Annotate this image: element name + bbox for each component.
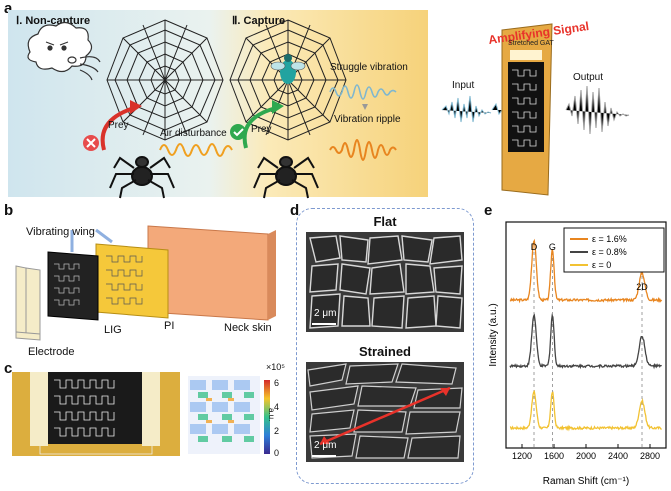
spider-icon-2 <box>253 156 319 199</box>
lig-label: LIG <box>104 324 122 336</box>
panel-b-label: b <box>4 202 14 219</box>
output-label: Output <box>573 72 604 83</box>
legend-label-2: ε = 0 <box>592 260 611 270</box>
panel-a-label: a <box>4 0 13 17</box>
spider-web-1 <box>106 19 224 141</box>
strain-simulation-map <box>188 376 260 454</box>
panel-a: a Ⅰ. Non-capture Ⅱ. Capture <box>0 0 671 200</box>
prey-label-1: Prey <box>108 120 129 131</box>
pi-label: PI <box>164 320 175 332</box>
input-label: Input <box>452 80 475 91</box>
colorbar-exponent: ×10⁵ <box>266 362 285 372</box>
struggle-vibration-wave <box>329 84 397 100</box>
raman-chart: 1200 1600 2000 2400 2800 D G 2D ε = 1.6% ε = 0.… <box>488 221 667 487</box>
vibration-ripple-wave <box>329 139 397 161</box>
x-tick-label-0: 1200 <box>512 451 532 461</box>
x-axis-label: Raman Shift (cm⁻¹) <box>543 476 629 487</box>
prey-label-2: Prey <box>251 124 272 135</box>
air-disturbance-label: Air disturbance <box>160 128 227 139</box>
pi-layer <box>95 243 169 319</box>
vibration-ripple-label: Vibration ripple <box>334 114 401 125</box>
x-tick-label-3: 2400 <box>608 451 628 461</box>
panel-b: b Vibrating wing LIG PI Neck skin Electr… <box>0 200 290 358</box>
sem-image-flat <box>306 232 464 332</box>
panel-e-label: e <box>484 202 493 219</box>
scale-bar-label-1: 2 μm <box>314 308 337 319</box>
check-icon <box>230 124 246 140</box>
legend-label-1: ε = 0.8% <box>592 247 627 257</box>
sem-frame <box>296 208 474 484</box>
colorbar-tick-4: 4 <box>274 402 280 412</box>
x-tick-label-4: 2800 <box>640 451 660 461</box>
panel-d: d Flat 2 μm Strained 2 <box>290 200 480 491</box>
red-arrow-1 <box>100 106 135 151</box>
colorbar-tick-0: 0 <box>274 448 280 458</box>
strain-arrow <box>319 386 451 446</box>
colorbar-tick-2: 2 <box>274 426 280 436</box>
colorbar-tick-6: 6 <box>274 378 280 388</box>
vibrating-wing-label: Vibrating wing <box>26 226 95 238</box>
lig-layer <box>47 251 99 321</box>
device-layout-and-simulation <box>12 372 270 456</box>
panel-c: c <box>0 358 290 491</box>
series-line-1 <box>509 313 662 370</box>
x-tick-label-1: 1600 <box>544 451 564 461</box>
exploded-device-illustration <box>15 225 276 341</box>
peak-label-D: D <box>531 242 538 252</box>
peak-label-G: G <box>549 242 556 252</box>
cross-icon <box>83 135 99 151</box>
series-line-0 <box>509 238 663 304</box>
neck-skin-label: Neck skin <box>224 322 272 334</box>
struggle-vibration-label: Struggle vibration <box>330 62 408 73</box>
spider-icon-1 <box>109 156 175 199</box>
y-axis-label: Intensity (a.u.) <box>488 303 499 366</box>
x-tick-label-2: 2000 <box>576 451 596 461</box>
input-waveform <box>441 95 504 123</box>
panel-e: e 1200 1600 2000 2400 2800 D G 2D ε = 1.6% ε = … <box>480 200 671 491</box>
legend-label-0: ε = 1.6% <box>592 234 627 244</box>
strained-title: Strained <box>358 344 411 359</box>
capture-title: Ⅱ. Capture <box>232 15 286 27</box>
electrode-label: Electrode <box>28 346 75 358</box>
flat-title: Flat <box>373 214 397 229</box>
output-waveform <box>565 85 630 135</box>
insect-icon <box>270 54 306 84</box>
panel-c-label: c <box>4 360 13 377</box>
panel-a-illustration <box>27 19 397 199</box>
air-disturbance-wave <box>159 143 233 157</box>
panel-d-label: d <box>290 202 300 219</box>
peak-label-2D: 2D <box>636 282 648 292</box>
amplifier-illustration <box>441 23 630 196</box>
wind-cloud-icon <box>27 21 101 81</box>
stretched-gat-label: Stretched GAT <box>508 40 554 47</box>
colorbar <box>264 380 270 454</box>
scale-bar-label-2: 2 μm <box>314 440 337 451</box>
colorbar-unit: a.u. <box>267 408 276 422</box>
sem-image-strained <box>306 362 464 462</box>
electrode-layer <box>15 265 41 341</box>
series-line-2 <box>509 389 662 432</box>
green-arrow <box>242 106 277 149</box>
